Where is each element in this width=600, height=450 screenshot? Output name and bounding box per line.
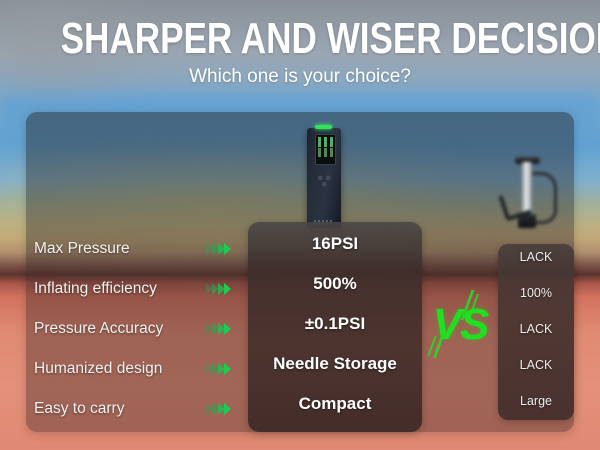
theirs-value: LACK: [519, 358, 553, 372]
pump-hose: [532, 172, 557, 224]
pump-handle: [515, 157, 540, 164]
ours-value: 500%: [313, 274, 357, 293]
ours-value: ±0.1PSI: [304, 314, 366, 333]
chevron-arrows-icon: [206, 323, 258, 335]
lcd-digits-secondary: [318, 148, 333, 157]
feature-label: Easy to carry: [34, 400, 125, 417]
table-row: Inflating efficiency: [26, 269, 574, 309]
versus-badge: VS: [427, 290, 492, 358]
theirs-values-card: [498, 244, 574, 420]
manual-pump-image: [494, 152, 566, 232]
feature-label: Pressure Accuracy: [34, 320, 164, 337]
feature-label: Humanized design: [34, 360, 163, 377]
pump-base: [518, 214, 536, 228]
chevron-arrows-icon: [206, 283, 258, 295]
feature-label: Inflating efficiency: [34, 280, 157, 297]
control-buttons-icon: [316, 174, 333, 187]
theirs-value: LACK: [519, 322, 553, 336]
theirs-value: 100%: [520, 286, 552, 300]
chevron-arrows-icon: [206, 363, 258, 375]
lcd-display: [315, 134, 336, 165]
table-row: Humanized design: [26, 349, 574, 389]
header: SHARPER AND WISER DECISIONS Which one is…: [0, 0, 600, 100]
page-subtitle: Which one is your choice?: [189, 66, 411, 87]
ours-values-card: [248, 222, 422, 432]
ours-value: Needle Storage: [273, 354, 397, 373]
ours-value: Compact: [298, 394, 372, 413]
led-strip-icon: [315, 125, 332, 129]
table-row: Easy to carry: [26, 389, 574, 429]
feature-label: Max Pressure: [34, 240, 130, 257]
versus-label: VS: [432, 300, 490, 349]
background-haze: [0, 0, 170, 110]
feature-rows: Max Pressure Inflating efficiency Pressu…: [26, 112, 574, 432]
theirs-value: Large: [520, 394, 552, 408]
theirs-value: LACK: [519, 250, 553, 264]
chevron-arrows-icon: [206, 403, 258, 415]
table-row: Max Pressure: [26, 229, 574, 269]
lcd-digits-primary: [318, 137, 333, 147]
table-row: Pressure Accuracy: [26, 309, 574, 349]
page-title: SHARPER AND WISER DECISIONS: [60, 14, 600, 63]
ours-value: 16PSI: [311, 234, 359, 253]
electric-inflator-image: [307, 125, 341, 228]
chevron-arrows-icon: [206, 243, 258, 255]
pump-cylinder: [522, 162, 532, 220]
